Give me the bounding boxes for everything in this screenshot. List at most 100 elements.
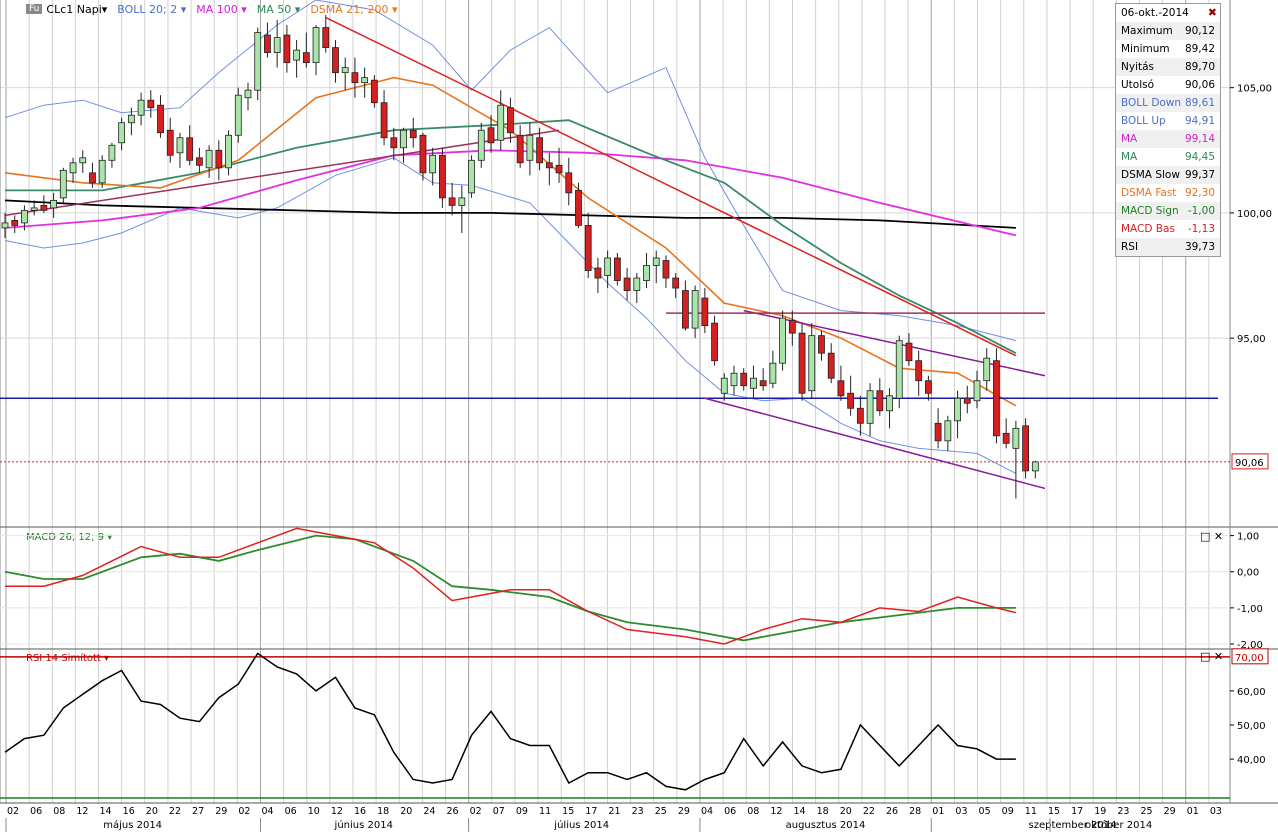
data-window-label: DSMA Fast: [1121, 187, 1177, 199]
candle-body: [205, 149, 213, 169]
candle-body: [895, 340, 903, 399]
rsi-axis-label: 60,00: [1237, 687, 1266, 698]
candle-body: [186, 137, 194, 161]
candle-body: [866, 390, 874, 424]
x-day-label: 11: [539, 806, 551, 817]
candle-body: [584, 225, 592, 271]
x-day-label: 25: [1140, 806, 1152, 817]
data-window-value: 92,30: [1184, 187, 1215, 199]
candle-body: [963, 397, 971, 404]
candle-body: [808, 335, 816, 392]
rsi-line: [4, 652, 1016, 791]
indicator-boll[interactable]: BOLL 20; 2 ▾: [117, 2, 187, 16]
x-day-label: 26: [886, 806, 898, 817]
candle-body: [837, 380, 845, 397]
rsi-level-box: [1231, 648, 1269, 665]
x-day-label: 06: [285, 806, 297, 817]
trendline: [704, 397, 1046, 490]
symbol-selector[interactable]: CLc1 Napi▾: [46, 2, 108, 16]
candle-body: [847, 392, 855, 409]
candle-body: [604, 257, 612, 276]
candle-body: [973, 380, 981, 402]
x-day-label: 23: [632, 806, 644, 817]
candle-body: [682, 290, 689, 329]
close-icon[interactable]: ✕: [1213, 650, 1224, 663]
data-window-label: Maximum: [1121, 25, 1173, 37]
candle-body: [555, 164, 563, 174]
candle-body: [234, 94, 242, 136]
data-window-label: Nyitás: [1121, 61, 1155, 73]
candle-body: [1031, 461, 1039, 472]
data-window-value: 89,61: [1184, 97, 1215, 109]
rsi-axis-label: 40,00: [1237, 755, 1266, 766]
candle-body: [507, 107, 514, 134]
macd-panel-controls: □ ✕: [1200, 530, 1223, 543]
candle-body: [672, 277, 680, 289]
x-month-label: július 2014: [553, 819, 609, 831]
x-day-label: 29: [1164, 806, 1176, 817]
data-window-value: 94,45: [1184, 151, 1215, 163]
price-axis-label: 95,00: [1237, 334, 1266, 345]
candle-body: [750, 377, 757, 389]
macd-axis-label: -1,00: [1237, 604, 1263, 615]
candle-body: [215, 149, 223, 169]
candle-body: [827, 352, 835, 379]
x-day-label: 08: [747, 806, 759, 817]
candle-body: [332, 47, 339, 74]
candle-body: [934, 422, 942, 442]
candle-body: [293, 49, 301, 61]
x-day-label: 20: [840, 806, 852, 817]
data-window-row: RSI 39,73: [1116, 238, 1220, 256]
candle-body: [1, 222, 9, 229]
candle-body: [312, 27, 320, 64]
indicator-ma50[interactable]: MA 50 ▾: [256, 2, 301, 16]
candle-body: [1022, 425, 1029, 472]
data-window-value: -1,13: [1187, 223, 1215, 235]
data-window-label: BOLL Down: [1121, 97, 1182, 109]
candle-body: [487, 127, 495, 144]
price-axis-label: 105,00: [1237, 84, 1272, 95]
candle-body: [643, 265, 650, 281]
candle-body: [662, 260, 670, 279]
x-day-label: 28: [909, 806, 921, 817]
candle-body: [176, 137, 184, 154]
close-icon[interactable]: ✕: [1213, 530, 1224, 543]
restore-icon[interactable]: □: [1200, 650, 1211, 663]
restore-icon[interactable]: □: [1200, 530, 1211, 543]
data-window-row: BOLL Down 89,61: [1116, 94, 1220, 112]
price-axis-label: 100,00: [1237, 209, 1272, 220]
indicator-ma100[interactable]: MA 100 ▾: [196, 2, 247, 16]
x-day-label: 14: [793, 806, 805, 817]
indicator-dsma[interactable]: DSMA 21; 200 ▾: [310, 2, 398, 16]
macd-base-line: [5, 527, 1017, 645]
rsi-axis-label: 50,00: [1237, 721, 1266, 732]
candle-body: [759, 380, 767, 387]
candle-body: [1012, 427, 1020, 449]
data-window-value: 99,14: [1184, 133, 1215, 145]
data-window-header: 06-okt.-2014 ✖: [1116, 4, 1220, 22]
data-window-row: MACD Bas -1,13: [1116, 220, 1220, 238]
x-day-label: 03: [1210, 806, 1222, 817]
x-day-label: 23: [1117, 806, 1129, 817]
x-day-label: 06: [30, 806, 42, 817]
macd-axis-label: 1,00: [1237, 532, 1259, 543]
data-window: 06-okt.-2014 ✖ Maximum 90,12 Minimum 89,42 N…: [1115, 3, 1221, 257]
x-day-label: 03: [955, 806, 967, 817]
data-window-value: 89,42: [1184, 43, 1215, 55]
candle-body: [264, 34, 271, 53]
candle-body: [516, 134, 524, 164]
x-month-label: május 2014: [103, 819, 162, 831]
candle-body: [526, 134, 534, 161]
indicator-toolbar: Fu CLc1 Napi▾ BOLL 20; 2 ▾ MA 100 ▾ MA 5…: [0, 0, 408, 18]
candle-body: [468, 159, 475, 194]
data-window-row: Maximum 90,12: [1116, 22, 1220, 40]
macd-axis-label: 0,00: [1237, 568, 1259, 579]
close-icon[interactable]: ✖: [1207, 6, 1217, 19]
rsi-title: RSI 14 Simított ▾: [26, 652, 109, 664]
candle-body: [730, 372, 738, 387]
candle-body: [594, 267, 602, 279]
last-price-box: [1231, 453, 1269, 470]
candle-body: [79, 157, 87, 164]
candle-body: [905, 342, 913, 362]
x-day-label: 25: [655, 806, 667, 817]
